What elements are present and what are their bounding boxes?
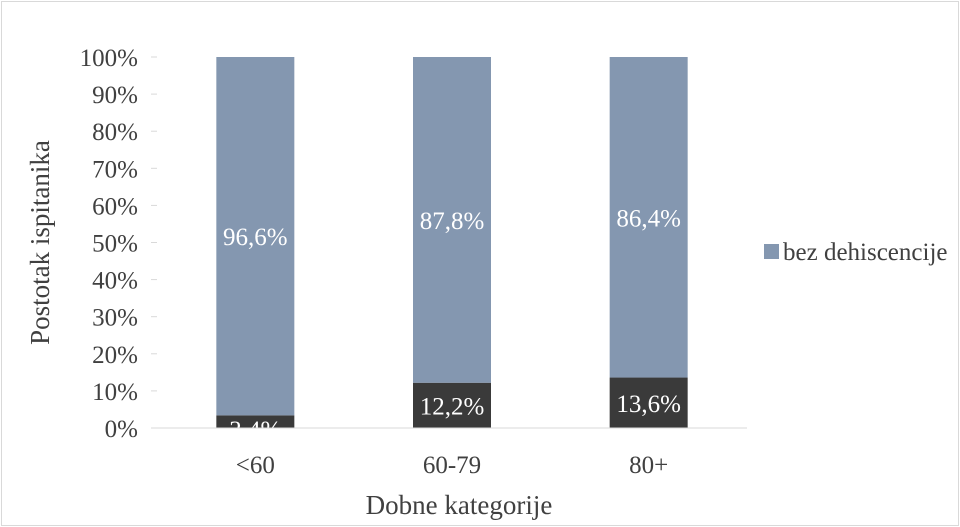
y-tick-label: 70% [92,156,138,183]
y-tick-label: 0% [105,416,138,443]
x-tick-label: 60-79 [423,452,481,479]
data-label: 3,4% [229,417,281,444]
x-axis-ticks: <60 60-79 80+ [236,452,668,479]
bar-segment-upper [216,57,295,416]
bar-segment-lower [413,382,491,428]
y-axis-ticks: 0% 10% 20% 30% 40% 50% 60% 70% 80% 90% 100% [80,45,157,443]
data-label: 87,8% [420,208,485,235]
bar-segment-lower [216,415,295,428]
bar-segment-upper [609,57,688,378]
y-tick-label: 60% [92,193,138,220]
y-axis-title: Postotak ispitanika [25,140,55,345]
y-tick-label: 10% [92,379,138,406]
legend-swatch-bez-dehiscencije [764,244,779,259]
legend: bez dehiscencije [764,238,954,268]
legend-label: bez dehiscencije [783,239,948,266]
data-label: 96,6% [223,224,288,251]
bar-segment-lower [609,377,688,428]
bar-segment-upper [413,57,491,383]
x-tick-label: <60 [236,452,275,479]
y-tick-label: 80% [92,119,138,146]
y-tick-label: 50% [92,231,138,258]
x-axis-title: Dobne kategorije [366,490,553,520]
data-label: 13,6% [616,391,681,418]
x-tick-label: 80+ [629,452,668,479]
bars: 3,4% 96,6% 12,2% 87,8% 13,6% 86,4% [216,57,688,444]
y-tick-label: 40% [92,268,138,295]
data-label: 12,2% [420,393,485,420]
data-label: 86,4% [616,205,681,232]
y-tick-label: 30% [92,305,138,332]
y-tick-label: 20% [92,342,138,369]
y-tick-label: 100% [80,45,138,72]
y-tick-label: 90% [92,82,138,109]
